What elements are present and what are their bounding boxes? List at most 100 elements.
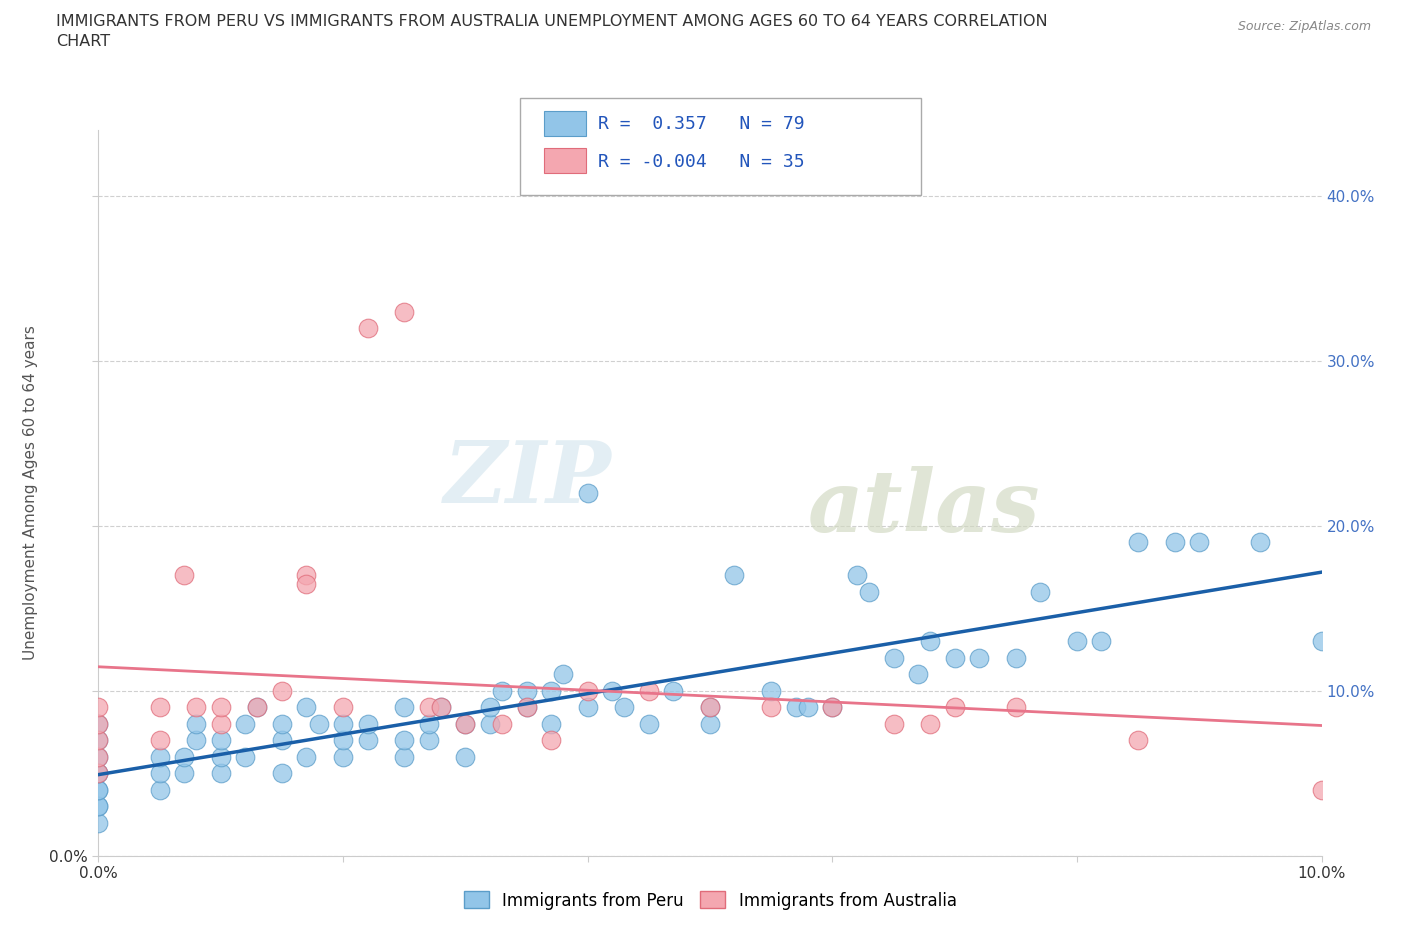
Point bbox=[418, 733, 440, 748]
Point bbox=[1090, 634, 1112, 649]
Text: atlas: atlas bbox=[808, 466, 1040, 549]
Point bbox=[1249, 535, 1271, 550]
Point bbox=[1128, 733, 1150, 748]
Point bbox=[87, 716, 110, 731]
Text: IMMIGRANTS FROM PERU VS IMMIGRANTS FROM AUSTRALIA UNEMPLOYMENT AMONG AGES 60 TO : IMMIGRANTS FROM PERU VS IMMIGRANTS FROM … bbox=[56, 14, 1047, 29]
Point bbox=[1188, 535, 1211, 550]
Point bbox=[943, 650, 966, 665]
Point bbox=[270, 733, 292, 748]
Point bbox=[356, 733, 378, 748]
Point bbox=[270, 716, 292, 731]
Point bbox=[87, 799, 110, 814]
Point bbox=[907, 667, 929, 682]
Point bbox=[883, 650, 905, 665]
Point bbox=[356, 716, 378, 731]
Point bbox=[87, 750, 110, 764]
Point bbox=[87, 765, 110, 780]
Point bbox=[540, 684, 562, 698]
Point bbox=[209, 699, 232, 714]
Point bbox=[149, 699, 172, 714]
Point bbox=[332, 699, 354, 714]
Point bbox=[295, 577, 318, 591]
Point bbox=[613, 699, 636, 714]
Point bbox=[637, 684, 661, 698]
Point bbox=[637, 716, 661, 731]
Point bbox=[491, 716, 513, 731]
Point bbox=[246, 699, 269, 714]
Point bbox=[759, 684, 782, 698]
Point bbox=[87, 733, 110, 748]
Point bbox=[1164, 535, 1187, 550]
Point bbox=[516, 699, 538, 714]
Point bbox=[478, 699, 501, 714]
Point bbox=[540, 733, 562, 748]
Point bbox=[491, 684, 513, 698]
Point bbox=[270, 684, 292, 698]
Point bbox=[430, 699, 453, 714]
Text: ZIP: ZIP bbox=[444, 437, 612, 520]
Point bbox=[943, 699, 966, 714]
Point bbox=[845, 568, 868, 583]
Point bbox=[540, 716, 562, 731]
Point bbox=[576, 684, 599, 698]
Point bbox=[662, 684, 685, 698]
Text: Source: ZipAtlas.com: Source: ZipAtlas.com bbox=[1237, 20, 1371, 33]
Point bbox=[332, 716, 354, 731]
Point bbox=[270, 765, 292, 780]
Point bbox=[1310, 782, 1333, 797]
Text: R =  0.357   N = 79: R = 0.357 N = 79 bbox=[598, 115, 804, 133]
Point bbox=[173, 568, 195, 583]
Point bbox=[186, 716, 208, 731]
Point bbox=[699, 716, 721, 731]
Point bbox=[883, 716, 905, 731]
Point bbox=[1066, 634, 1088, 649]
Point bbox=[308, 716, 330, 731]
Point bbox=[87, 782, 110, 797]
Point bbox=[699, 699, 721, 714]
Point bbox=[87, 699, 110, 714]
Point bbox=[233, 750, 256, 764]
Point bbox=[478, 716, 501, 731]
Point bbox=[149, 733, 172, 748]
Point bbox=[967, 650, 990, 665]
Point bbox=[516, 699, 538, 714]
Point bbox=[454, 716, 477, 731]
Point bbox=[233, 716, 256, 731]
Point bbox=[186, 699, 208, 714]
Point bbox=[87, 816, 110, 830]
Point bbox=[699, 699, 721, 714]
Point bbox=[600, 684, 623, 698]
Point bbox=[1004, 650, 1026, 665]
Point bbox=[149, 782, 172, 797]
Point bbox=[392, 699, 416, 714]
Point bbox=[392, 304, 416, 319]
Point bbox=[785, 699, 807, 714]
Point bbox=[87, 716, 110, 731]
Point bbox=[418, 716, 440, 731]
Point bbox=[186, 733, 208, 748]
Point bbox=[295, 750, 318, 764]
Point bbox=[723, 568, 745, 583]
Point bbox=[759, 699, 782, 714]
Point bbox=[209, 716, 232, 731]
Point bbox=[1128, 535, 1150, 550]
Point bbox=[516, 684, 538, 698]
Point bbox=[454, 750, 477, 764]
Point bbox=[209, 733, 232, 748]
Point bbox=[149, 750, 172, 764]
Point bbox=[797, 699, 820, 714]
Point bbox=[295, 699, 318, 714]
Text: CHART: CHART bbox=[56, 34, 110, 49]
Point bbox=[1004, 699, 1026, 714]
Point bbox=[87, 765, 110, 780]
Point bbox=[332, 733, 354, 748]
Point bbox=[87, 750, 110, 764]
Point bbox=[576, 699, 599, 714]
Point bbox=[418, 699, 440, 714]
Point bbox=[576, 485, 599, 500]
Point bbox=[332, 750, 354, 764]
Point bbox=[920, 634, 942, 649]
Point bbox=[149, 765, 172, 780]
Point bbox=[821, 699, 844, 714]
Point bbox=[430, 699, 453, 714]
